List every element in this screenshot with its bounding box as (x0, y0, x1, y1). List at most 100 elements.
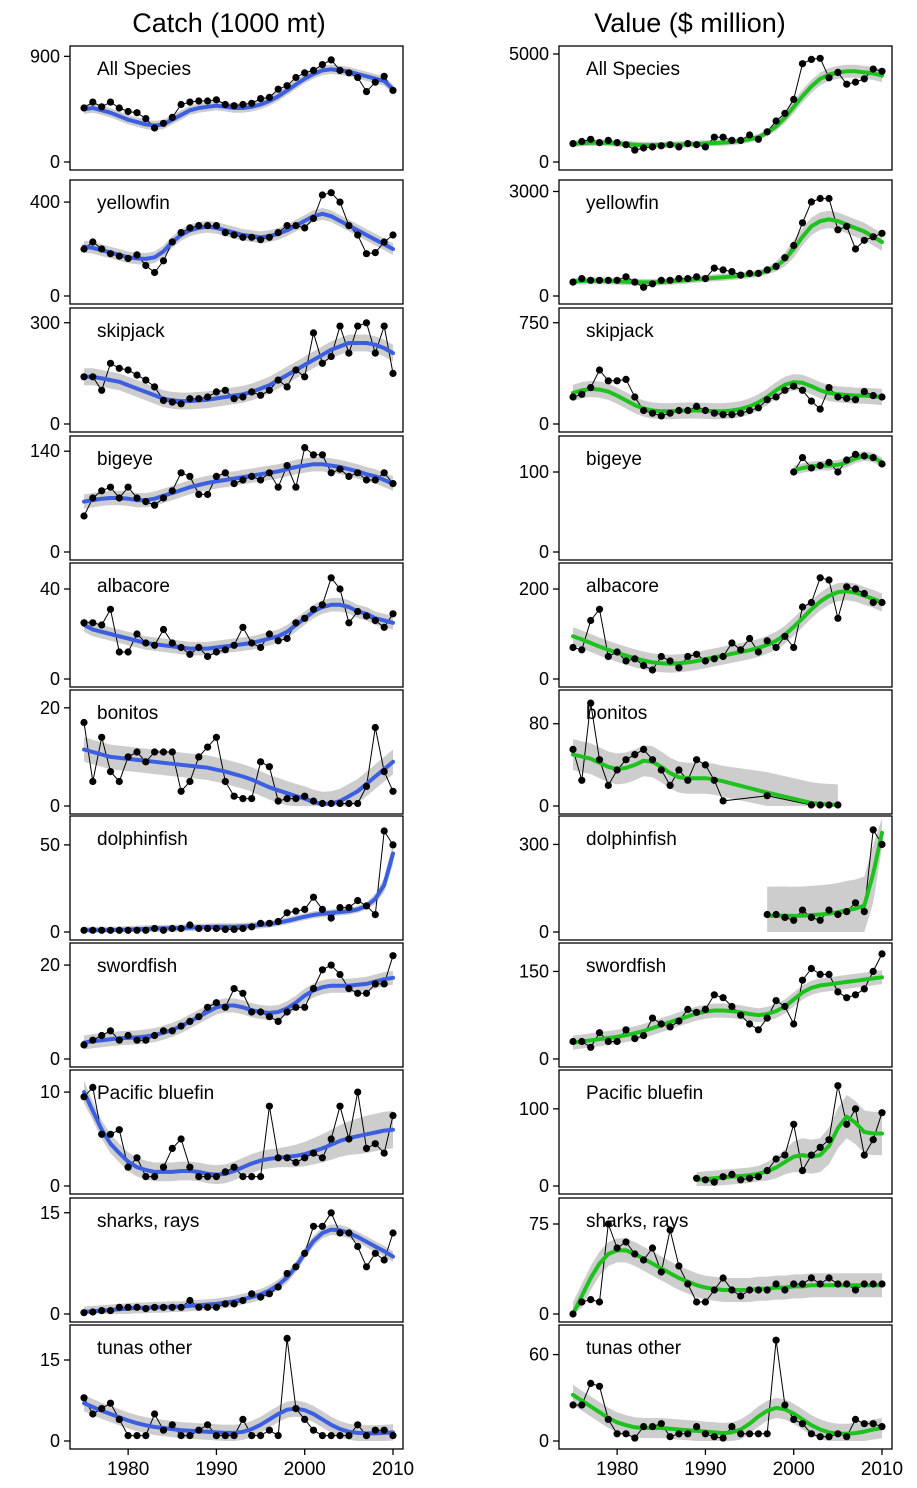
data-point (133, 926, 141, 934)
data-point (212, 924, 220, 933)
data-point (257, 236, 265, 244)
data-point (239, 100, 247, 109)
panel-frame (69, 942, 404, 1068)
data-point (860, 452, 868, 460)
data-point (292, 619, 300, 627)
data-point (362, 1263, 371, 1271)
data-point (380, 1256, 388, 1264)
data-point (354, 1088, 362, 1096)
data-point (362, 1432, 371, 1440)
x-tick-label: 2000 (773, 1459, 815, 1480)
data-point (869, 1136, 877, 1144)
data-point (159, 1027, 168, 1035)
data-point (816, 970, 824, 979)
data-point (274, 1017, 282, 1025)
data-point (274, 797, 282, 805)
data-point (825, 576, 833, 584)
data-point (371, 616, 379, 625)
data-point (816, 1143, 824, 1151)
data-point (816, 194, 824, 203)
data-point (781, 632, 789, 640)
data-point (763, 910, 771, 919)
y-tick-label: 900 (30, 46, 60, 66)
data-point (318, 1432, 326, 1440)
data-point (701, 275, 710, 283)
data-point (204, 743, 212, 751)
data-point (292, 907, 300, 915)
data-point (648, 280, 657, 288)
data-point (834, 393, 842, 401)
data-point (807, 198, 816, 206)
species-label: albacore (586, 576, 659, 597)
data-point (595, 1382, 604, 1390)
data-point (860, 1280, 868, 1288)
data-point (693, 273, 701, 281)
data-point (274, 1432, 282, 1440)
y-tick-label: 10 (40, 1082, 60, 1102)
data-point (825, 458, 833, 466)
panel-frame (69, 435, 404, 561)
data-point (89, 238, 97, 246)
data-point (666, 657, 674, 665)
data-point (212, 1173, 220, 1181)
data-point (230, 985, 238, 993)
data-point (142, 1305, 150, 1313)
data-point (710, 409, 718, 417)
data-point (239, 623, 247, 631)
data-point (204, 652, 212, 661)
data-point (807, 1274, 816, 1282)
panel-frame (558, 815, 893, 941)
data-point (159, 494, 168, 502)
data-point (798, 1420, 807, 1428)
data-point (309, 797, 318, 805)
data-point (177, 643, 185, 652)
data-point (283, 222, 291, 230)
data-point (257, 758, 265, 766)
data-point (657, 652, 665, 661)
smoothed-fit-line (82, 1401, 395, 1436)
data-point (816, 574, 824, 582)
data-point (648, 143, 657, 151)
panel-frame (558, 1197, 893, 1323)
x-tick-label: 2010 (372, 1459, 414, 1480)
data-point (834, 614, 842, 622)
data-point (763, 792, 771, 800)
data-point (569, 140, 577, 148)
data-point (133, 494, 141, 502)
data-point (371, 476, 379, 484)
data-point (230, 1300, 238, 1308)
data-point (177, 1303, 185, 1311)
data-point (684, 1280, 692, 1288)
data-point (869, 598, 877, 607)
data-point (151, 1303, 159, 1311)
data-point (248, 1432, 256, 1440)
data-point (781, 913, 789, 922)
data-point (89, 1308, 97, 1316)
data-point (248, 472, 256, 480)
data-point (371, 78, 379, 86)
data-point (80, 718, 88, 727)
data-point (98, 245, 106, 253)
data-point (106, 98, 115, 106)
data-point (195, 395, 203, 403)
data-point (204, 924, 212, 933)
data-point (389, 369, 397, 377)
data-point (790, 468, 798, 476)
data-point (151, 268, 159, 277)
data-point (309, 66, 318, 74)
data-point (843, 222, 851, 230)
data-point (195, 643, 203, 652)
data-point (248, 388, 256, 396)
data-point (345, 799, 353, 808)
data-point (195, 97, 203, 105)
data-point (80, 373, 88, 381)
data-point (345, 1432, 353, 1440)
species-label: albacore (97, 576, 170, 597)
data-point (657, 1268, 665, 1276)
data-point (106, 1027, 115, 1035)
data-point (648, 409, 657, 417)
data-point (142, 1036, 150, 1044)
data-point (737, 136, 745, 144)
data-point (816, 462, 824, 470)
